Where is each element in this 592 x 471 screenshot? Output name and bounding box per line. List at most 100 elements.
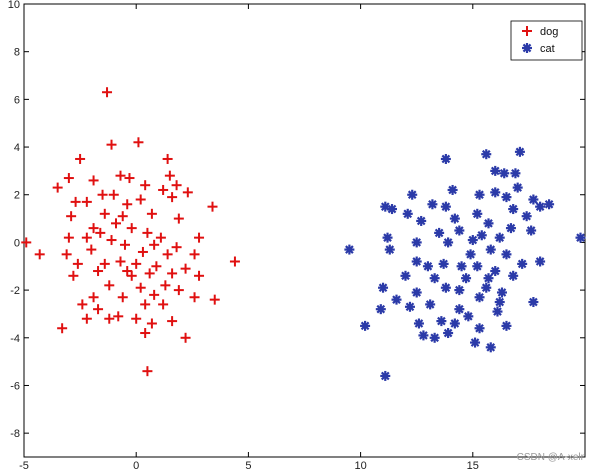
point-dog-5 [63,173,74,184]
point-cat-8 [474,189,485,200]
point-dog-66 [149,289,160,300]
point-dog-38 [21,237,32,248]
point-cat-72 [413,318,424,329]
series-dog [21,87,240,377]
point-dog-79 [146,318,157,329]
y-tick-label-7: 6 [14,94,20,106]
point-cat-19 [508,204,519,215]
point-dog-77 [81,313,92,324]
point-cat-58 [481,282,492,293]
point-cat-64 [528,297,539,308]
point-cat-79 [443,328,454,339]
point-dog-33 [95,227,106,238]
point-dog-58 [167,268,178,279]
y-tick-label-9: 10 [8,0,20,11]
point-cat-0 [440,153,451,164]
point-cat-57 [454,285,465,296]
point-cat-43 [422,261,433,272]
point-cat-17 [440,201,451,212]
legend-glyph-dog [522,26,532,36]
point-dog-18 [70,196,81,207]
point-dog-2 [106,139,117,150]
point-dog-55 [93,266,104,277]
point-dog-44 [86,244,97,255]
point-cat-10 [512,182,523,193]
point-cat-51 [429,273,440,284]
point-dog-12 [140,180,151,191]
point-cat-63 [494,297,505,308]
point-dog-36 [194,232,205,243]
point-dog-15 [97,189,108,200]
point-cat-54 [508,270,519,281]
point-dog-17 [81,196,92,207]
point-dog-19 [135,194,146,205]
point-dog-37 [106,235,117,246]
point-cat-67 [425,299,436,310]
point-cat-78 [429,332,440,343]
point-dog-39 [119,239,130,250]
point-cat-24 [449,213,460,224]
point-dog-11 [124,173,135,184]
point-dog-54 [180,263,191,274]
point-dog-84 [142,366,153,377]
point-dog-48 [229,256,240,267]
point-cat-59 [496,287,507,298]
point-cat-46 [472,261,483,272]
series-cat [344,146,586,381]
point-cat-70 [492,306,503,317]
point-cat-44 [438,258,449,269]
x-tick-label-3: 10 [354,460,366,471]
point-cat-71 [360,320,371,331]
point-cat-80 [470,337,481,348]
point-cat-28 [454,225,465,236]
point-dog-62 [104,280,115,291]
point-dog-41 [171,242,182,253]
point-cat-3 [490,165,501,176]
point-dog-57 [144,268,155,279]
point-cat-12 [528,194,539,205]
point-cat-33 [382,232,393,243]
point-dog-0 [102,87,113,98]
y-tick-label-6: 4 [14,142,20,154]
point-cat-81 [485,342,496,353]
point-cat-60 [411,287,422,298]
plot-area [23,3,586,458]
y-tick-label-2: -4 [10,333,20,345]
x-tick-label-1: 0 [133,460,139,471]
point-dog-49 [72,258,83,269]
point-dog-78 [131,313,142,324]
point-dog-30 [126,223,137,234]
point-cat-11 [501,192,512,203]
point-dog-70 [77,299,88,310]
point-cat-75 [474,323,485,334]
point-cat-38 [384,244,395,255]
point-dog-75 [104,313,115,324]
point-dog-13 [158,184,169,195]
point-cat-69 [463,311,474,322]
point-cat-34 [411,237,422,248]
legend-box [510,20,583,61]
point-dog-46 [162,249,173,260]
legend-marker-cat [522,43,532,53]
point-dog-14 [182,187,193,198]
point-cat-2 [514,146,525,157]
point-dog-50 [99,258,110,269]
point-cat-25 [483,218,494,229]
point-cat-37 [344,244,355,255]
point-dog-9 [52,182,63,193]
point-dog-56 [122,266,133,277]
point-dog-59 [68,270,79,281]
point-dog-45 [137,246,148,257]
y-tick-label-0: -8 [10,428,20,440]
point-dog-7 [164,170,175,181]
point-dog-81 [57,323,68,334]
point-cat-16 [427,199,438,210]
point-cat-61 [391,294,402,305]
point-cat-6 [407,189,418,200]
point-dog-63 [135,282,146,293]
point-dog-61 [194,270,205,281]
y-tick-label-1: -6 [10,380,20,392]
point-cat-26 [505,223,516,234]
y-tick-label-4: 0 [14,237,20,249]
point-dog-71 [117,292,128,303]
